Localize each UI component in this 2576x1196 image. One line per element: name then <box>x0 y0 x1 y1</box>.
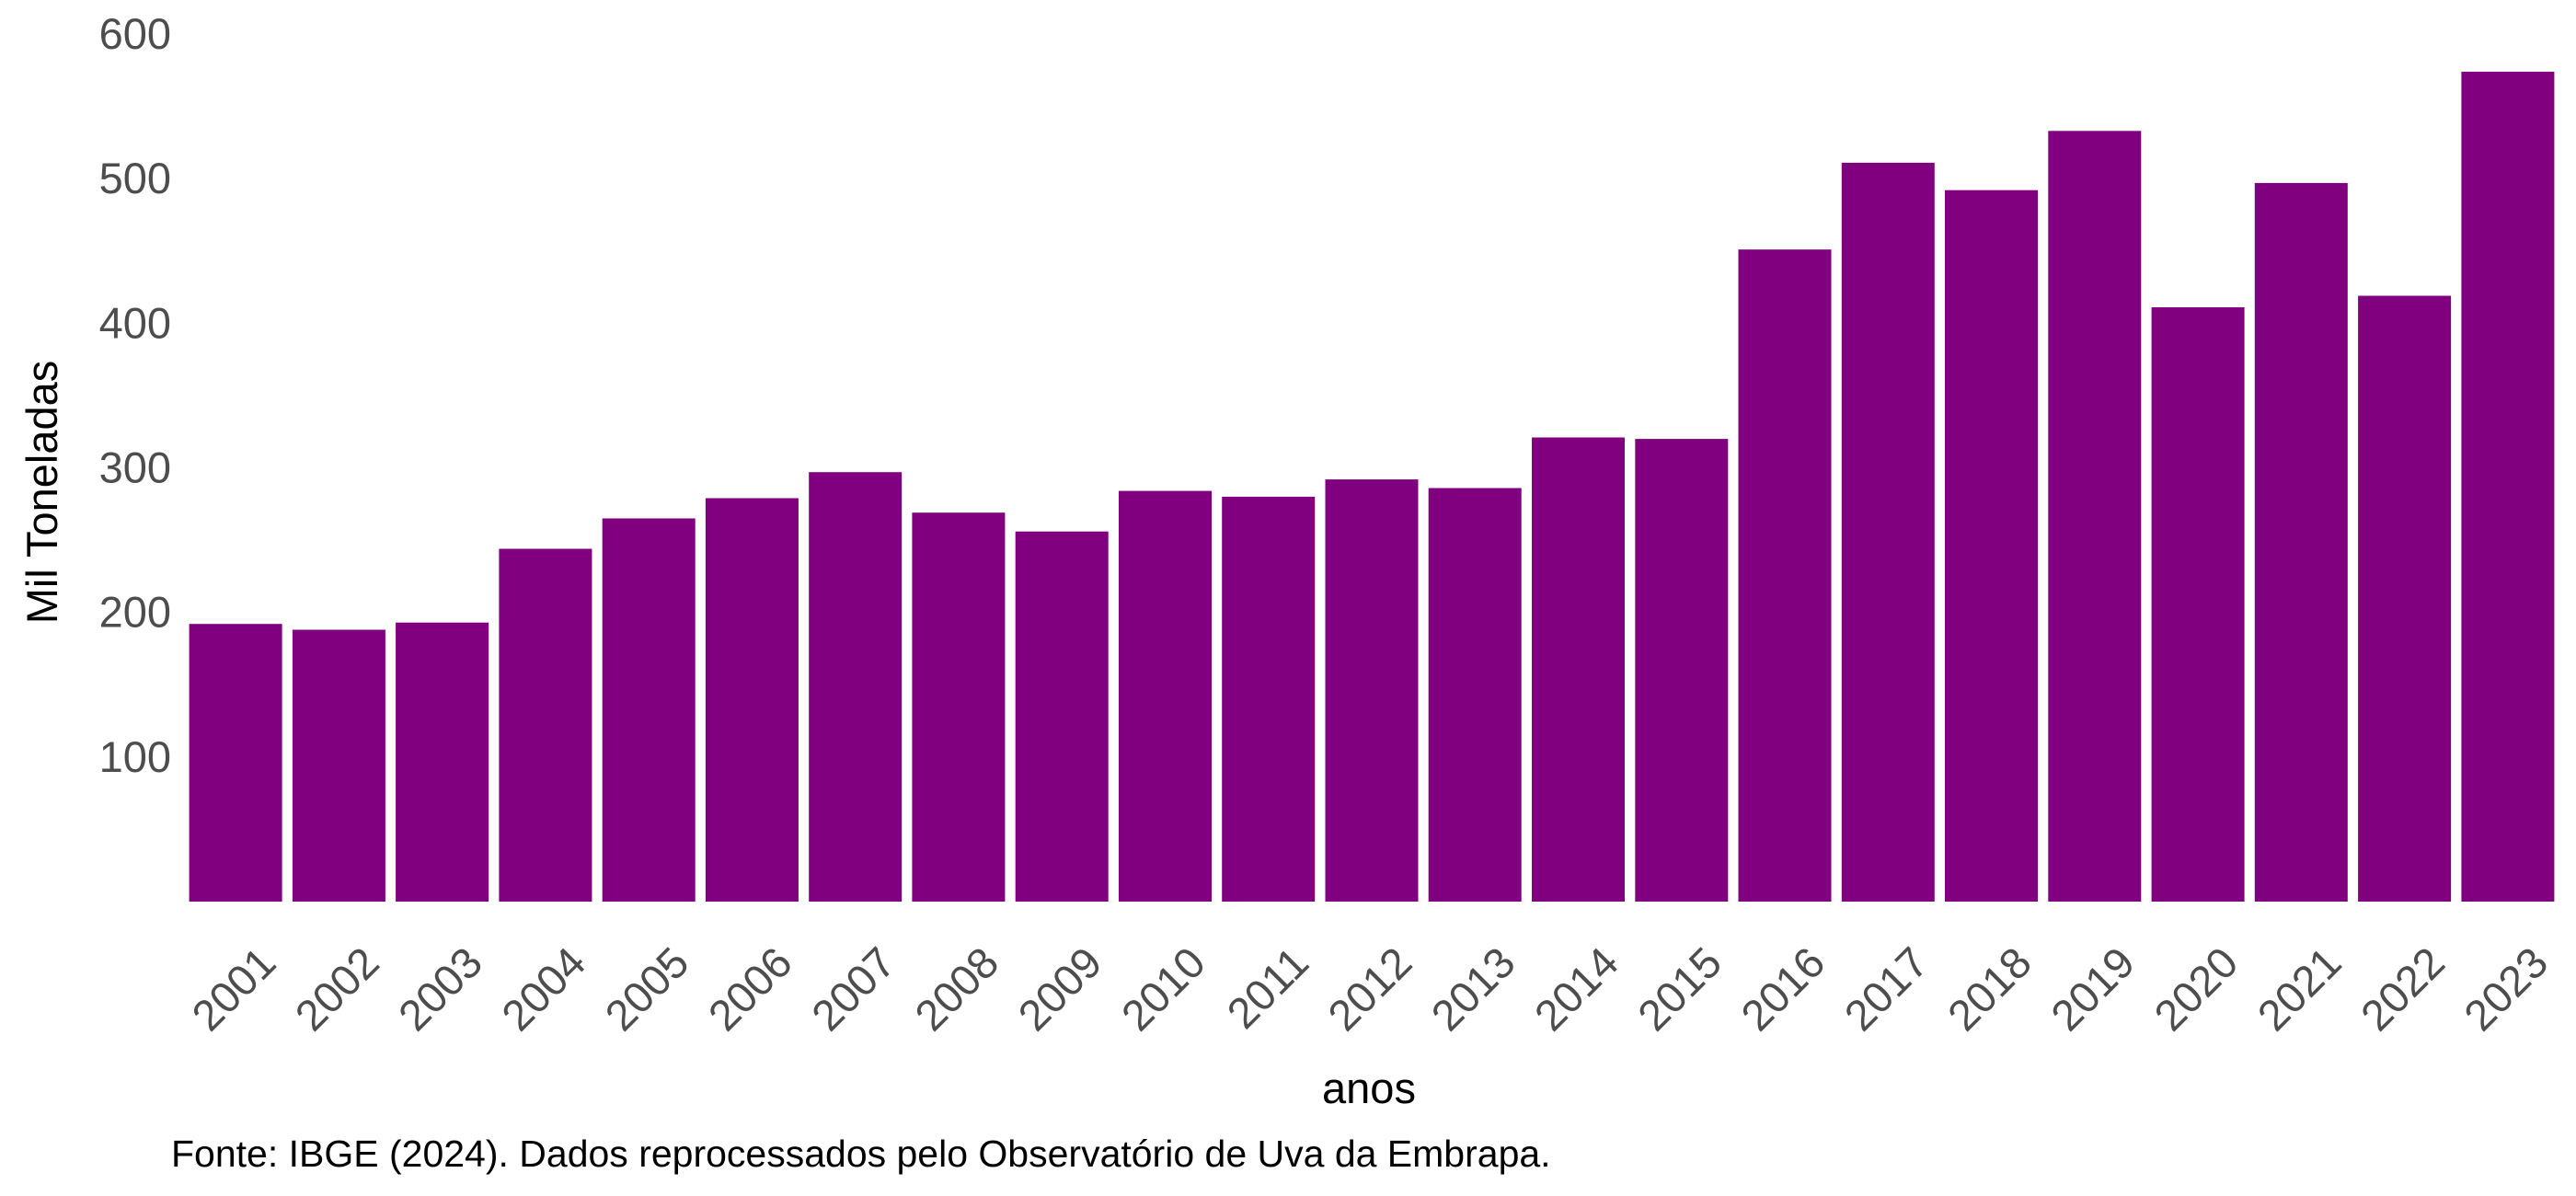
x-tick-label: 2017 <box>1834 937 1937 1040</box>
bar-2023 <box>2461 71 2555 902</box>
bar-2009 <box>1015 531 1109 902</box>
x-tick-label: 2006 <box>698 937 800 1040</box>
x-tick-label: 2002 <box>285 937 387 1040</box>
x-axis-title: anos <box>1322 1064 1416 1112</box>
y-tick-label: 200 <box>99 588 171 637</box>
bar-2018 <box>1945 190 2038 902</box>
y-tick-label: 300 <box>99 443 171 492</box>
x-tick-label: 2022 <box>2352 937 2454 1040</box>
bar-2004 <box>499 548 592 902</box>
bar-2016 <box>1738 249 1832 902</box>
y-tick-label: 400 <box>99 298 171 347</box>
x-axis-ticks: 2001 2002 2003 2004 2005 2006 2007 2008 2009 2010… <box>182 937 2557 1040</box>
bar-2006 <box>705 498 799 902</box>
bar-2005 <box>602 518 696 902</box>
bar-2011 <box>1222 496 1316 902</box>
bar-2010 <box>1119 490 1212 902</box>
x-tick-label: 2010 <box>1111 937 1213 1040</box>
bar-2001 <box>189 624 282 902</box>
x-tick-label: 2021 <box>2248 937 2350 1040</box>
x-tick-label: 2013 <box>1421 937 1524 1040</box>
x-tick-label: 2016 <box>1731 937 1834 1040</box>
source-caption: Fonte: IBGE (2024). Dados reprocessados … <box>171 1133 1551 1175</box>
y-tick-label: 600 <box>99 9 171 58</box>
bar-2008 <box>912 512 1006 902</box>
bar-2019 <box>2048 131 2142 903</box>
x-tick-label: 2023 <box>2455 937 2557 1040</box>
y-axis-title: Mil Toneladas <box>17 361 66 625</box>
y-tick-label: 100 <box>99 732 171 781</box>
x-tick-label: 2014 <box>1525 937 1627 1040</box>
x-tick-label: 2012 <box>1318 937 1420 1040</box>
bar-2002 <box>292 629 385 902</box>
bar-2007 <box>809 472 903 902</box>
y-tick-label: 500 <box>99 154 171 202</box>
x-tick-label: 2009 <box>1008 937 1110 1040</box>
bars-group <box>189 71 2555 903</box>
x-tick-label: 2011 <box>1217 937 1317 1038</box>
x-tick-label: 2020 <box>2145 937 2247 1040</box>
x-tick-label: 2003 <box>389 937 491 1040</box>
bar-2013 <box>1428 488 1522 902</box>
x-tick-label: 2008 <box>905 937 1007 1040</box>
y-axis-ticks: 100 200 300 400 500 600 <box>99 9 171 781</box>
bar-2012 <box>1325 479 1419 902</box>
bar-2003 <box>396 622 489 902</box>
bar-2021 <box>2254 182 2348 902</box>
bar-2020 <box>2151 307 2245 902</box>
x-tick-label: 2015 <box>1628 937 1731 1040</box>
x-tick-label: 2019 <box>2041 937 2144 1040</box>
x-tick-label: 2001 <box>182 937 284 1040</box>
x-tick-label: 2004 <box>492 937 594 1040</box>
bar-2014 <box>1532 437 1625 902</box>
x-tick-label: 2018 <box>1938 937 2041 1040</box>
bar-2017 <box>1841 162 1935 902</box>
bar-2022 <box>2358 295 2452 902</box>
bar-2015 <box>1635 439 1729 902</box>
x-tick-label: 2005 <box>595 937 697 1040</box>
x-tick-label: 2007 <box>802 937 904 1040</box>
